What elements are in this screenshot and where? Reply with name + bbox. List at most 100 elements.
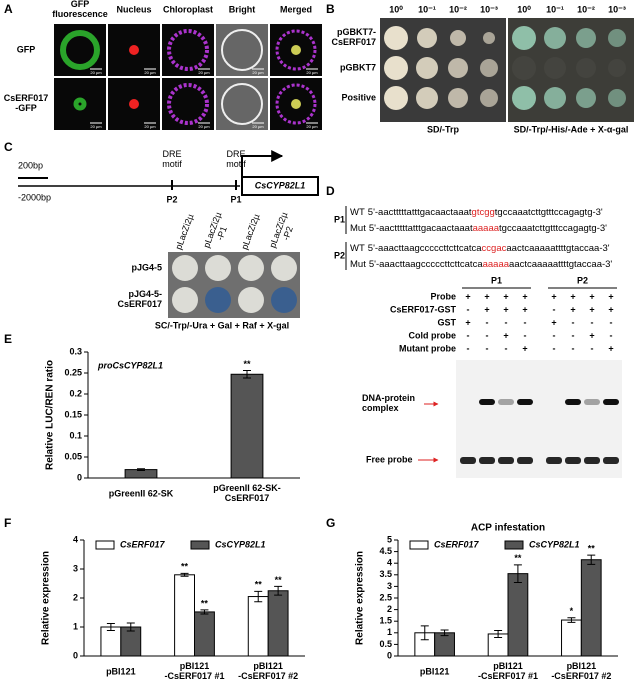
colony-spot <box>480 89 498 107</box>
band <box>546 457 562 464</box>
yeast-spot <box>238 287 264 313</box>
lane-sign: - <box>505 317 508 327</box>
y-axis-label: Relative LUC/REN ratio <box>45 360 56 470</box>
dilution-label: 10⁻¹ <box>418 4 436 14</box>
medium-label: SD/-Trp/-His/-Ade + X-α-gal <box>514 124 629 134</box>
x-tick-label: pBI121 -CsERF017 #1 <box>478 661 538 681</box>
signal <box>275 29 317 71</box>
significance: ** <box>514 553 522 563</box>
signal <box>167 29 209 71</box>
scale-label: 20 µm <box>144 124 156 129</box>
scale-label: 20 µm <box>306 70 318 75</box>
signal <box>291 45 301 55</box>
bar <box>267 590 289 657</box>
y-tick-label: 1.5 <box>379 616 392 626</box>
lane-sign: + <box>570 304 575 314</box>
band <box>603 457 619 464</box>
y-tick-label: 0.05 <box>64 451 82 461</box>
panel-label: C <box>4 140 13 154</box>
lane-sign: + <box>484 291 489 301</box>
sequence-part: aaaaa <box>473 223 500 234</box>
row-label: Positive <box>341 92 376 102</box>
dilution-label: 10⁻³ <box>608 4 626 14</box>
lane-sign: - <box>467 304 470 314</box>
band <box>498 457 514 464</box>
panel-label: D <box>326 184 335 198</box>
scale-label: 20 µm <box>90 70 102 75</box>
y-tick-label: 3.5 <box>379 569 392 579</box>
band <box>584 457 600 464</box>
error-bar <box>587 554 596 565</box>
row-label: CsERF017 -GFP <box>4 93 49 113</box>
y-tick-label: 0.1 <box>69 430 82 440</box>
colony-spot <box>417 28 437 48</box>
band <box>603 399 619 405</box>
error-bar <box>440 629 449 637</box>
error-bar <box>254 590 263 603</box>
scale-label: 200bp <box>18 160 43 170</box>
error-bar <box>420 625 429 641</box>
lane-sign: - <box>553 330 556 340</box>
significance: ** <box>255 580 263 590</box>
yeast-spot <box>205 255 231 281</box>
dilution-label: 10⁻² <box>449 4 467 14</box>
y-tick-label: 0.15 <box>64 409 82 419</box>
lane-sign: + <box>522 304 527 314</box>
lane-sign: - <box>610 330 613 340</box>
colony-spot <box>608 29 626 47</box>
motif-label: DRE motif <box>226 149 246 169</box>
row-label: pGBKT7 <box>340 62 376 72</box>
band <box>517 399 533 405</box>
sequence: Mut 5'-aactttttatttgacaactaaataaaaatgccaa… <box>350 223 607 234</box>
dilution-label: 10⁰ <box>389 4 403 14</box>
bar <box>507 573 529 657</box>
lane-sign: - <box>505 343 508 353</box>
medium-label: SD/-Trp <box>427 124 460 134</box>
lane-sign: + <box>484 304 489 314</box>
lane-sign: - <box>572 317 575 327</box>
column-label: pLacZi2µ-P2 <box>268 211 300 253</box>
group-label: P1 <box>491 275 502 285</box>
bar <box>561 619 582 657</box>
row-label: pGBKT7-CsERF017 <box>331 27 376 47</box>
dilution-label: 10⁻² <box>577 4 595 14</box>
lane-sign: + <box>608 343 613 353</box>
y-tick-label: 3 <box>387 581 392 591</box>
scale-label: 20 µm <box>198 70 210 75</box>
lane-sign: - <box>591 317 594 327</box>
sequence: WT 5'-aactttttatttgacaactaaatgtcggtgccaaa… <box>350 207 603 218</box>
lane-sign: + <box>465 317 470 327</box>
legend-label: CsERF017 <box>434 539 480 549</box>
chart-title: ACP infestation <box>471 523 545 534</box>
panel-label: A <box>4 2 13 16</box>
legend-swatch <box>504 540 524 550</box>
yeast-spot <box>205 287 231 313</box>
colony-spot <box>608 59 626 77</box>
sequence-part: 5'-aactttttatttgacaactaaat <box>368 207 472 218</box>
column-header: Chloroplast <box>163 4 213 14</box>
lane-sign: + <box>589 330 594 340</box>
legend-swatch <box>190 540 210 550</box>
colony-spot <box>448 88 468 108</box>
lane-sign: + <box>608 291 613 301</box>
signal <box>167 83 209 125</box>
row-label: Cold probe <box>409 330 457 340</box>
y-tick-label: 2.5 <box>379 592 392 602</box>
column-header: GFP fluorescence <box>52 0 108 19</box>
error-bar <box>126 622 135 632</box>
sequence-part: Mut <box>350 223 366 234</box>
signal <box>291 99 301 109</box>
lane-sign: + <box>589 304 594 314</box>
legend-swatch <box>95 540 115 550</box>
error-bar <box>513 564 522 583</box>
colony-spot <box>384 86 408 110</box>
significance: ** <box>588 543 596 553</box>
y-axis-label: Relative expression <box>41 551 52 645</box>
gene-box <box>241 176 319 196</box>
band <box>498 399 514 405</box>
band <box>565 457 581 464</box>
significance: ** <box>181 562 189 572</box>
y-tick-label: 0 <box>77 472 82 482</box>
lane-sign: - <box>467 343 470 353</box>
band-label: Free probe <box>366 454 413 464</box>
